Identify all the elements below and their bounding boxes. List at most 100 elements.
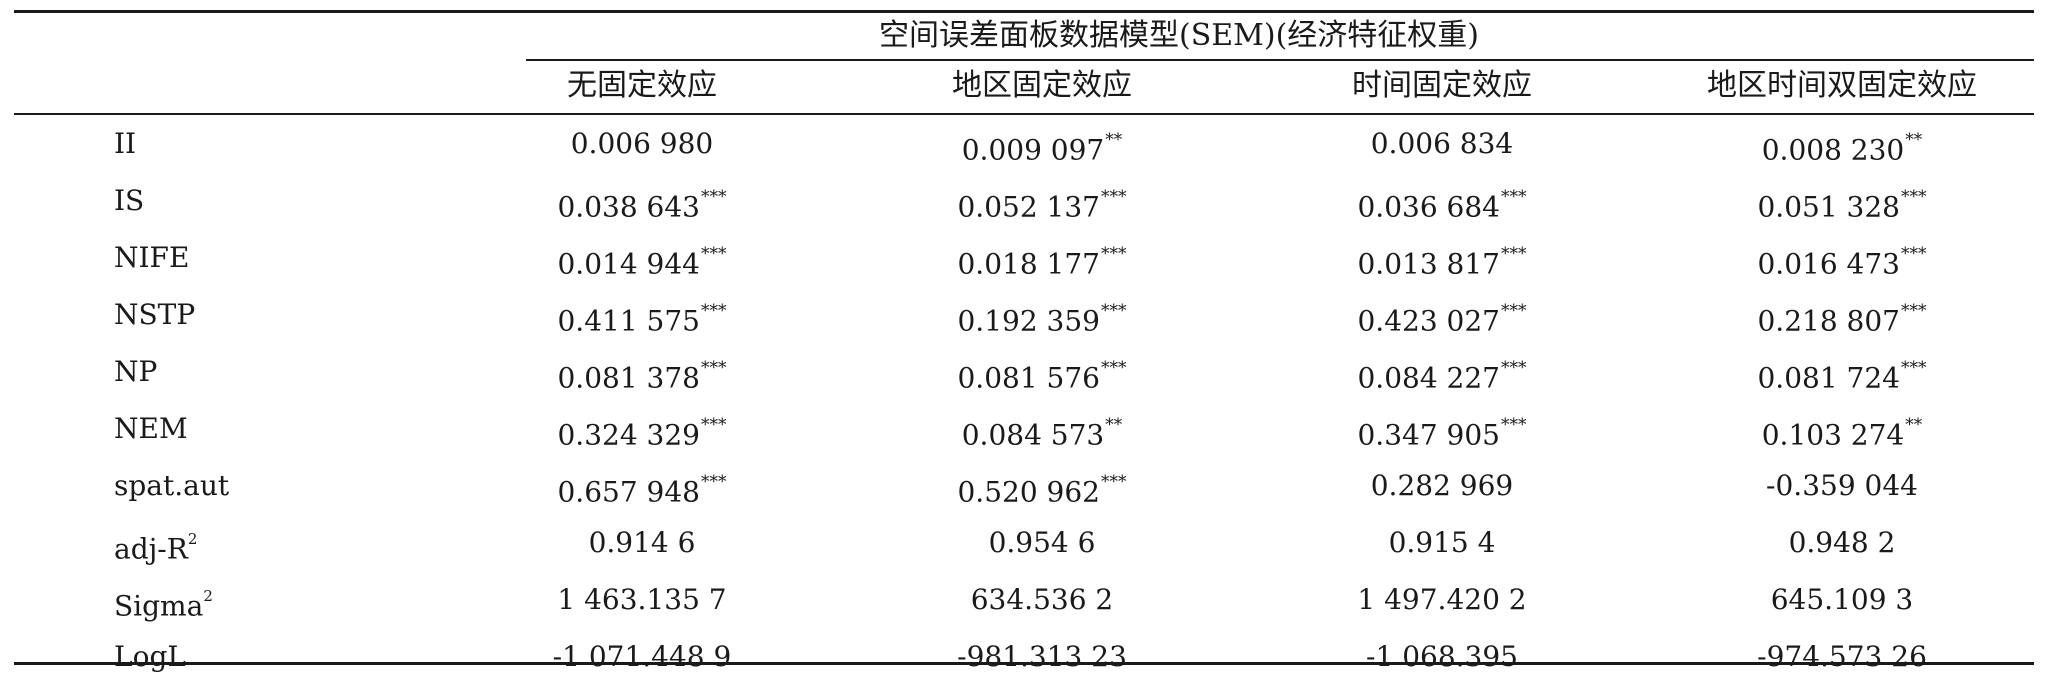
- table-cell: 0.324 329***: [557, 409, 726, 455]
- cell-value: 0.915 4: [1388, 526, 1496, 559]
- significance-stars: ***: [1101, 472, 1127, 492]
- significance-stars: ***: [1901, 187, 1927, 207]
- cell-value: 0.103 274: [1761, 418, 1905, 452]
- table-cell: 0.036 684***: [1357, 181, 1526, 227]
- table-cell: 0.411 575***: [557, 295, 726, 341]
- table-cell: 645.109 3: [1771, 580, 1914, 620]
- table-cell: -1 068.395: [1366, 637, 1518, 677]
- column-header: 地区时间双固定效应: [1707, 68, 1977, 103]
- table-cell: 0.520 962***: [957, 466, 1126, 512]
- table-cell: 0.218 807***: [1757, 295, 1926, 341]
- table-cell: 634.536 2: [971, 580, 1114, 620]
- cell-value: 645.109 3: [1770, 583, 1914, 616]
- bottom-rule: [14, 662, 2034, 665]
- row-label-text: NEM: [114, 412, 188, 445]
- row-label: LogL: [114, 637, 186, 677]
- table-cell: 0.103 274**: [1762, 409, 1923, 455]
- cell-value: -1 068.395: [1366, 640, 1518, 673]
- cell-value: 1 497.420 2: [1357, 583, 1527, 616]
- row-label-text: NP: [114, 355, 158, 388]
- table-cell: -974.573 26: [1757, 637, 1927, 677]
- significance-stars: ***: [701, 472, 727, 492]
- cell-value: 0.038 643: [557, 190, 701, 224]
- cell-value: 0.411 575: [557, 304, 701, 338]
- table-cell: 0.347 905***: [1357, 409, 1526, 455]
- table-cell: 0.006 980: [571, 124, 714, 164]
- table-cell: 0.081 724***: [1757, 352, 1926, 398]
- significance-stars: **: [1105, 415, 1123, 435]
- table-cell: 0.657 948***: [557, 466, 726, 512]
- significance-stars: ***: [1501, 358, 1527, 378]
- header-rule: [14, 113, 2034, 115]
- table-cell: 0.016 473***: [1757, 238, 1926, 284]
- table-cell: 0.051 328***: [1757, 181, 1926, 227]
- row-label: NIFE: [114, 238, 189, 278]
- table-cell: 1 497.420 2: [1357, 580, 1526, 620]
- table-cell: 0.081 378***: [557, 352, 726, 398]
- table-cell: 0.084 573**: [962, 409, 1123, 455]
- significance-stars: ***: [701, 415, 727, 435]
- significance-stars: **: [1905, 415, 1923, 435]
- cell-value: -1 071.448 9: [552, 640, 732, 673]
- significance-stars: **: [1105, 130, 1123, 150]
- row-label-superscript: 2: [187, 530, 198, 548]
- column-header: 地区固定效应: [952, 68, 1132, 103]
- significance-stars: ***: [1101, 358, 1127, 378]
- significance-stars: ***: [1501, 187, 1527, 207]
- cell-value: 0.081 576: [957, 361, 1101, 395]
- group-header-rule: [526, 59, 2034, 61]
- table-cell: 0.038 643***: [557, 181, 726, 227]
- row-label-text: Sigma: [114, 589, 204, 623]
- table-cell: 0.009 097**: [962, 124, 1123, 170]
- significance-stars: ***: [701, 244, 727, 264]
- significance-stars: ***: [701, 301, 727, 321]
- row-label-text: NSTP: [114, 298, 196, 331]
- table-cell: -1 071.448 9: [553, 637, 732, 677]
- significance-stars: ***: [701, 187, 727, 207]
- cell-value: 0.081 378: [557, 361, 701, 395]
- row-label: II: [114, 124, 136, 164]
- table-cell: 0.423 027***: [1357, 295, 1526, 341]
- row-label: spat.aut: [114, 466, 229, 506]
- cell-value: 0.347 905: [1357, 418, 1501, 452]
- significance-stars: ***: [1101, 244, 1127, 264]
- column-header: 时间固定效应: [1352, 68, 1532, 103]
- cell-value: 0.423 027: [1357, 304, 1501, 338]
- cell-value: 0.006 980: [570, 127, 714, 160]
- significance-stars: ***: [1501, 244, 1527, 264]
- table-cell: 0.006 834: [1371, 124, 1514, 164]
- cell-value: 0.520 962: [957, 475, 1101, 509]
- table-cell: 0.954 6: [989, 523, 1096, 563]
- cell-value: 0.008 230: [1761, 133, 1905, 167]
- row-label-text: LogL: [114, 640, 186, 673]
- table-cell: 1 463.135 7: [557, 580, 726, 620]
- significance-stars: ***: [1901, 301, 1927, 321]
- group-header: 空间误差面板数据模型(SEM)(经济特征权重): [879, 18, 1479, 53]
- cell-value: 0.657 948: [557, 475, 701, 509]
- significance-stars: ***: [701, 358, 727, 378]
- row-label-text: adj-R: [114, 532, 188, 566]
- row-label: Sigma2: [114, 580, 213, 626]
- table-cell: 0.915 4: [1389, 523, 1496, 563]
- table-cell: 0.084 227***: [1357, 352, 1526, 398]
- cell-value: 0.948 2: [1788, 526, 1896, 559]
- cell-value: 1 463.135 7: [557, 583, 727, 616]
- row-label: IS: [114, 181, 144, 221]
- column-header: 无固定效应: [567, 68, 717, 103]
- cell-value: 0.018 177: [957, 247, 1101, 281]
- table-cell: 0.018 177***: [957, 238, 1126, 284]
- cell-value: 0.324 329: [557, 418, 701, 452]
- cell-value: -0.359 044: [1766, 469, 1918, 502]
- cell-value: 0.052 137: [957, 190, 1101, 224]
- cell-value: 0.081 724: [1757, 361, 1901, 395]
- cell-value: 0.954 6: [988, 526, 1096, 559]
- row-label: adj-R2: [114, 523, 197, 569]
- row-label-text: NIFE: [114, 241, 190, 274]
- table-cell: 0.948 2: [1789, 523, 1896, 563]
- table-cell: 0.914 6: [589, 523, 696, 563]
- cell-value: 0.006 834: [1370, 127, 1514, 160]
- row-label-text: spat.aut: [114, 469, 230, 502]
- cell-value: -981.313 23: [957, 640, 1127, 673]
- significance-stars: **: [1905, 130, 1923, 150]
- cell-value: 0.084 573: [961, 418, 1105, 452]
